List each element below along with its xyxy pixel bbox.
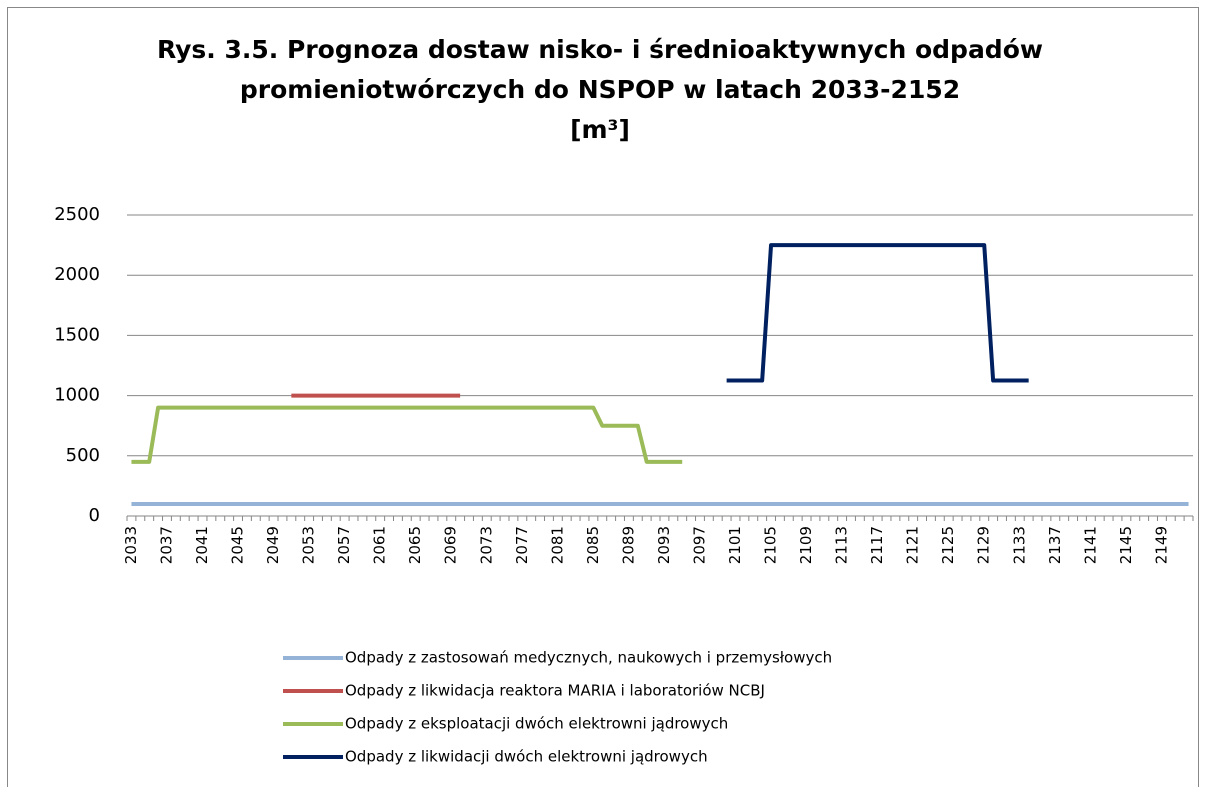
- x-tick-label: 2033: [122, 526, 140, 564]
- chart-frame: [7, 7, 1199, 787]
- x-tick-label: 2141: [1081, 526, 1099, 564]
- x-tick-label: 2137: [1046, 526, 1064, 564]
- x-tick-label: 2117: [868, 526, 886, 564]
- y-tick-label: 2500: [54, 204, 100, 225]
- x-tick-label: 2053: [300, 526, 318, 564]
- x-tick-label: 2081: [548, 526, 566, 564]
- legend-label: Odpady z eksploatacji dwóch elektrowni j…: [345, 715, 728, 733]
- x-tick-label: 2037: [157, 526, 175, 564]
- x-tick-label: 2105: [762, 526, 780, 564]
- x-tick-label: 2057: [335, 526, 353, 564]
- x-tick-label: 2109: [797, 526, 815, 564]
- series-line: [131, 405, 683, 464]
- x-tick-label: 2041: [193, 526, 211, 564]
- x-tick-label: 2089: [619, 526, 637, 564]
- x-tick-label: 2045: [229, 526, 247, 564]
- x-tick-label: 2145: [1117, 526, 1135, 564]
- x-tick-label: 2121: [904, 526, 922, 564]
- x-tick-label: 2049: [264, 526, 282, 564]
- x-tick-label: 2125: [939, 526, 957, 564]
- chart-title: promieniotwórczych do NSPOP w latach 203…: [240, 75, 960, 104]
- y-tick-label: 500: [66, 445, 100, 466]
- x-tick-label: 2061: [371, 526, 389, 564]
- x-tick-label: 2093: [655, 526, 673, 564]
- x-tick-label: 2133: [1010, 526, 1028, 564]
- series-line: [726, 243, 1029, 383]
- x-tick-label: 2113: [833, 526, 851, 564]
- x-tick-label: 2085: [584, 526, 602, 564]
- legend-label: Odpady z zastosowań medycznych, naukowyc…: [345, 649, 832, 667]
- y-tick-label: 1000: [54, 385, 100, 406]
- x-tick-label: 2101: [726, 526, 744, 564]
- y-tick-label: 0: [89, 505, 100, 526]
- x-tick-label: 2073: [477, 526, 495, 564]
- chart-title: [m³]: [570, 115, 630, 144]
- x-tick-label: 2149: [1152, 526, 1170, 564]
- x-tick-label: 2069: [442, 526, 460, 564]
- chart-title: Rys. 3.5. Prognoza dostaw nisko- i średn…: [157, 35, 1043, 64]
- y-tick-label: 1500: [54, 324, 100, 345]
- x-tick-label: 2097: [690, 526, 708, 564]
- x-tick-label: 2129: [975, 526, 993, 564]
- x-tick-label: 2065: [406, 526, 424, 564]
- legend-label: Odpady z likwidacja reaktora MARIA i lab…: [345, 682, 765, 700]
- y-tick-label: 2000: [54, 264, 100, 285]
- legend-label: Odpady z likwidacji dwóch elektrowni jąd…: [345, 748, 708, 766]
- x-tick-label: 2077: [513, 526, 531, 564]
